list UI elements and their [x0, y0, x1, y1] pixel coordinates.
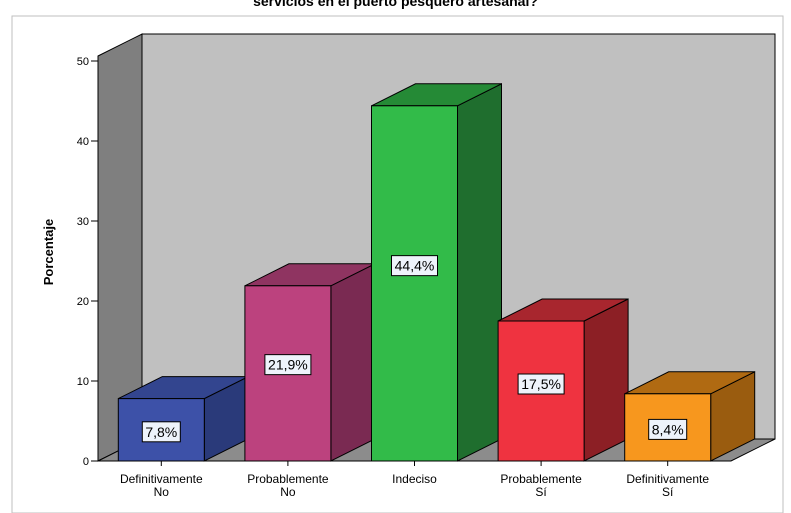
data-label-text: 21,9% [268, 357, 308, 373]
y-axis-title: Porcentaje [41, 219, 56, 285]
data-label: 8,4% [648, 418, 688, 440]
bar-front [371, 105, 458, 462]
data-label-box [391, 255, 438, 277]
y-axis: 0 10 20 30 40 50 [77, 56, 99, 468]
data-label-text: 17,5% [521, 376, 561, 392]
bars: 7,8% 21,9% 44,4% 17,5% 8,4% [117, 82, 756, 462]
y-tick-label: 50 [77, 56, 89, 68]
bar-side [583, 298, 629, 462]
x-tick-label: Probablemente [500, 472, 582, 486]
bar: 44,4% [371, 82, 502, 462]
y-tick-label: 40 [77, 136, 89, 148]
data-label-box [517, 373, 565, 395]
data-label-box [141, 421, 181, 443]
data-label-box [264, 354, 312, 376]
x-tick-label: Sí [535, 485, 547, 499]
y-tick-label: 20 [77, 296, 89, 308]
y-tick-label: 0 [83, 456, 89, 468]
bar-side [457, 82, 502, 462]
bar: 8,4% [624, 370, 756, 462]
x-tick-label: No [280, 485, 296, 499]
x-tick-label: Indeciso [392, 472, 437, 486]
data-label-box [648, 418, 688, 440]
data-label: 7,8% [141, 421, 181, 443]
data-label-text: 7,8% [145, 424, 177, 440]
data-label: 17,5% [517, 373, 565, 395]
x-tick-label: Probablemente [247, 472, 329, 486]
data-label-text: 44,4% [395, 258, 435, 274]
chart-title: servicios en el puerto pesquero artesana… [253, 0, 538, 9]
x-tick-label: Sí [662, 485, 674, 499]
x-tick-label: No [154, 485, 170, 499]
data-label-text: 8,4% [652, 421, 684, 437]
x-tick-label: Definitivamente [120, 472, 203, 486]
bar: 17,5% [497, 298, 629, 462]
chart-frame [11, 15, 784, 513]
data-label: 21,9% [264, 354, 312, 376]
y-tick-label: 30 [77, 216, 89, 228]
bar-side [330, 262, 376, 462]
bar: 7,8% [117, 375, 249, 462]
data-label: 44,4% [391, 255, 438, 277]
y-tick-label: 10 [77, 376, 89, 388]
bar: 21,9% [244, 262, 376, 462]
x-axis-labels: DefinitivamenteNoProbablementeNoIndeciso… [120, 461, 709, 499]
x-tick-label: Definitivamente [626, 472, 709, 486]
